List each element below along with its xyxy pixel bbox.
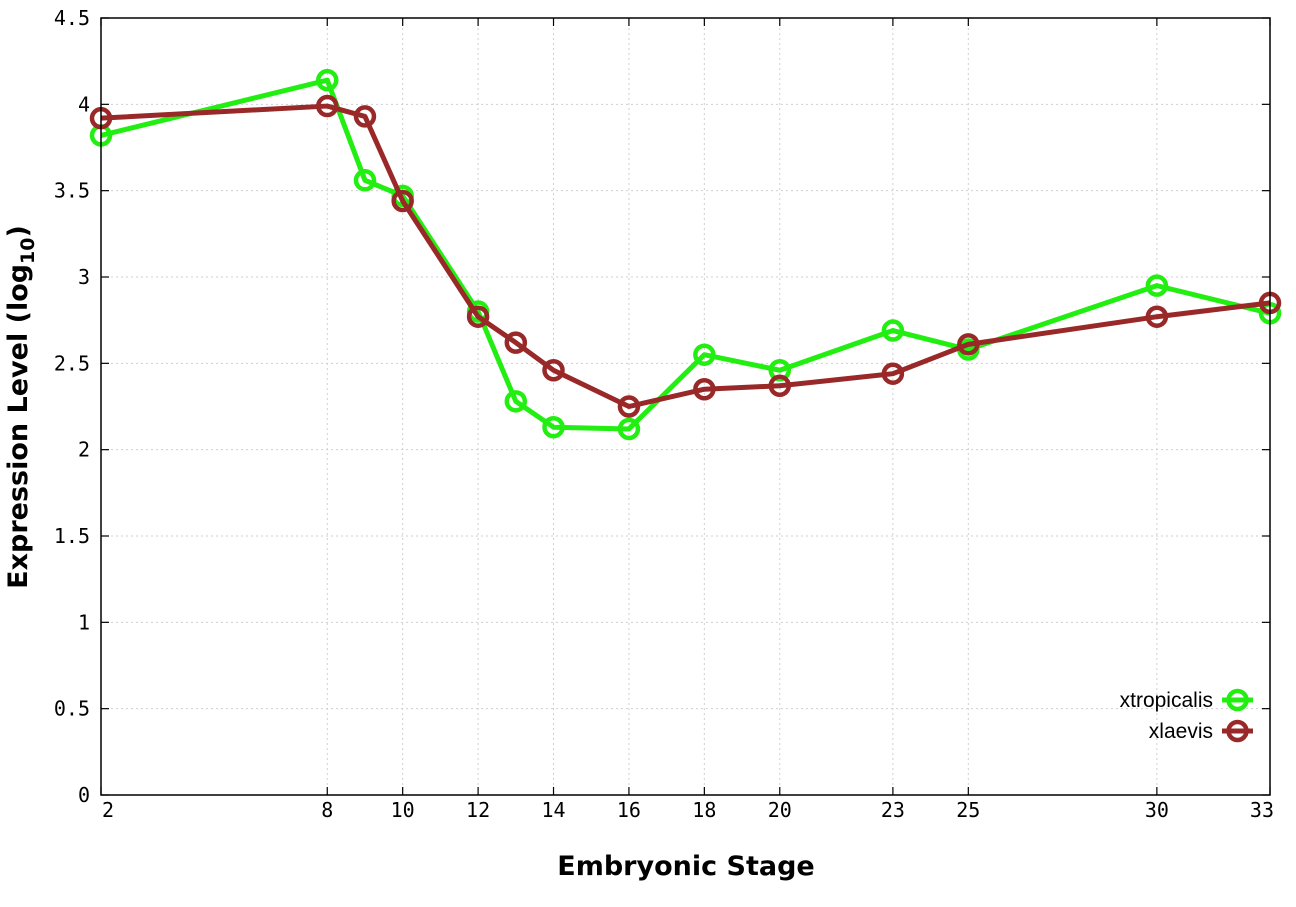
legend-item-xlaevis: xlaevis (1149, 719, 1253, 743)
legend-item-xtropicalis: xtropicalis (1120, 688, 1253, 712)
legend: xtropicalis xlaevis (1120, 688, 1253, 743)
data-point-xlaevis (504, 331, 528, 354)
series-xtropicalis (89, 68, 1282, 441)
x-tick-label: 23 (881, 798, 905, 822)
ticks (100, 17, 1271, 796)
x-tick-label: 2 (102, 798, 114, 822)
x-tick-labels: 2 8 10 12 14 16 18 20 23 25 30 33 (102, 798, 1274, 822)
y-tick-label: 1 (78, 610, 90, 634)
data-point-xlaevis (881, 362, 905, 385)
data-point-xtropicalis (693, 343, 716, 366)
series-xlaevis (89, 94, 1282, 418)
x-tick-label: 25 (956, 798, 980, 822)
data-point-xlaevis (391, 189, 414, 213)
data-point-xlaevis (353, 105, 377, 128)
y-tick-labels: 0 0.5 1 1.5 2 2.5 3 3.5 4 4.5 (54, 6, 90, 807)
x-tick-label: 20 (768, 798, 792, 822)
grid (101, 18, 1270, 795)
x-tick-label: 10 (391, 798, 415, 822)
data-point-xtropicalis (617, 417, 641, 441)
x-tick-label: 12 (466, 798, 490, 822)
data-point-xlaevis (316, 94, 339, 118)
x-tick-label: 30 (1145, 798, 1169, 822)
y-tick-label: 0 (78, 783, 90, 807)
y-axis-title-close: ) (3, 225, 34, 237)
y-tick-label: 3 (78, 265, 90, 289)
y-tick-label: 4 (78, 92, 90, 116)
series-line-xtropicalis (100, 77, 1271, 432)
data-point-xlaevis (542, 358, 565, 382)
data-point-xlaevis (957, 333, 980, 356)
legend-marker (1226, 719, 1249, 743)
series-line-xlaevis (100, 103, 1271, 409)
y-tick-label: 2.5 (54, 351, 90, 375)
y-axis-title: Expression Level (log10) (3, 225, 39, 589)
y-tick-label: 2 (78, 438, 90, 462)
data-point-xlaevis (693, 377, 716, 401)
x-tick-label: 14 (541, 798, 565, 822)
data-point-xlaevis (617, 395, 641, 418)
data-point-xlaevis (1145, 305, 1169, 328)
x-axis-title: Embryonic Stage (557, 851, 814, 882)
y-tick-label: 3.5 (54, 179, 90, 203)
y-axis-title-text: Expression Level (log (3, 264, 34, 589)
data-point-xtropicalis (504, 390, 528, 413)
legend-marker (1226, 688, 1249, 712)
data-point-xtropicalis (1145, 274, 1169, 297)
data-point-xtropicalis (881, 319, 905, 342)
data-point-xtropicalis (542, 415, 565, 439)
x-tick-label: 18 (692, 798, 716, 822)
data-point-xtropicalis (316, 68, 339, 92)
y-tick-label: 4.5 (54, 6, 90, 30)
data-point-xtropicalis (353, 169, 377, 192)
data-point-xlaevis (768, 374, 792, 398)
plot-frame (100, 17, 1271, 796)
legend-label: xtropicalis (1120, 689, 1213, 712)
y-tick-label: 0.5 (54, 697, 90, 721)
y-axis-title-subscript: 10 (17, 237, 39, 263)
x-tick-label: 16 (617, 798, 641, 822)
legend-label: xlaevis (1149, 720, 1213, 743)
x-tick-label: 8 (321, 798, 333, 822)
x-tick-label: 33 (1250, 798, 1274, 822)
y-tick-label: 1.5 (54, 524, 90, 548)
series-layer (89, 68, 1282, 441)
data-point-xtropicalis (768, 358, 792, 382)
data-point-xlaevis (466, 305, 490, 328)
